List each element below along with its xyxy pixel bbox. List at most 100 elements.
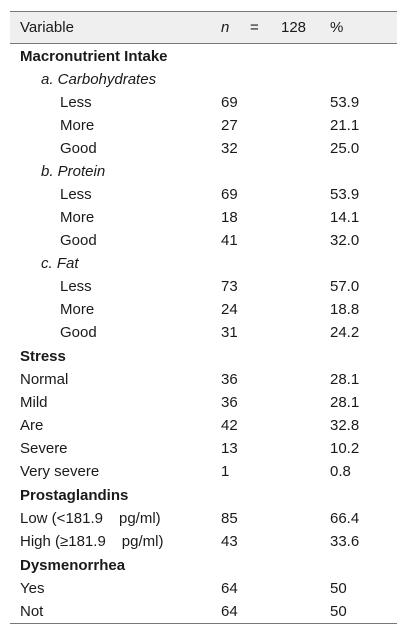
table-row: Good 41 32.0	[10, 229, 397, 252]
row-percent: 25.0	[330, 140, 360, 157]
row-n: 73	[221, 278, 238, 295]
row-label-text: More	[60, 117, 95, 134]
row-percent: 50	[330, 603, 347, 620]
table-row: Yes 64 50	[10, 577, 397, 600]
header-n: n = 128	[221, 19, 330, 36]
row-n: 85	[221, 510, 238, 527]
row-label: Good	[10, 324, 221, 341]
row-label-text: Dysmenorrhea	[20, 556, 126, 574]
row-percent: 0.8	[330, 463, 351, 480]
row-label: Less	[10, 278, 221, 295]
row-percent: 66.4	[330, 510, 360, 527]
row-percent: 32.0	[330, 232, 360, 249]
row-label: Are	[10, 417, 221, 434]
row-label-text: Prostaglandins	[20, 486, 129, 504]
row-label-text: Stress	[20, 347, 66, 365]
row-label-text: Good	[60, 232, 97, 249]
subgroup-row: a. Carbohydrates	[10, 68, 397, 91]
subgroup-row: b. Protein	[10, 160, 397, 183]
row-label-text: Less	[60, 278, 92, 295]
row-label: b. Protein	[10, 163, 221, 180]
row-percent: 14.1	[330, 209, 360, 226]
row-n: 64	[221, 580, 238, 597]
row-n: 64	[221, 603, 238, 620]
row-n: 36	[221, 371, 238, 388]
row-label-text: More	[60, 301, 95, 318]
row-label-text: Low (<181.9	[20, 510, 103, 527]
section-row: Prostaglandins	[10, 483, 397, 507]
section-row: Macronutrient Intake	[10, 44, 397, 68]
table-row: Not 64 50	[10, 600, 397, 623]
header-n-value: 128	[281, 19, 307, 36]
row-n: 41	[221, 232, 238, 249]
row-label-text: Good	[60, 140, 97, 157]
row-label-text: Macronutrient Intake	[20, 47, 168, 65]
row-percent: 50	[330, 580, 347, 597]
table-row: Good 31 24.2	[10, 321, 397, 344]
row-percent: 53.9	[330, 186, 360, 203]
row-percent: 28.1	[330, 394, 360, 411]
row-n: 27	[221, 117, 238, 134]
row-label: Less	[10, 186, 221, 203]
table-header: Variable n = 128 %	[10, 12, 397, 44]
row-unit: pg/ml)	[121, 533, 164, 550]
row-label-text: Less	[60, 94, 92, 111]
table-row: Are 42 32.8	[10, 414, 397, 437]
row-label-text: More	[60, 209, 95, 226]
row-label-text: a. Carbohydrates	[41, 71, 157, 88]
row-label: Prostaglandins	[10, 487, 221, 504]
table-row: Mild 36 28.1	[10, 391, 397, 414]
row-n: 36	[221, 394, 238, 411]
row-label: More	[10, 301, 221, 318]
row-label: Mild	[10, 394, 221, 411]
row-label-text: c. Fat	[41, 255, 79, 272]
row-n: 32	[221, 140, 238, 157]
row-n: 69	[221, 186, 238, 203]
row-label: Low (<181.9 pg/ml)	[10, 510, 221, 527]
table-row: Less 73 57.0	[10, 275, 397, 298]
row-label-text: Good	[60, 324, 97, 341]
row-label: Not	[10, 603, 221, 620]
row-n: 43	[221, 533, 238, 550]
row-label: Stress	[10, 348, 221, 365]
table-row: More 18 14.1	[10, 206, 397, 229]
row-label: Normal	[10, 371, 221, 388]
row-label: Yes	[10, 580, 221, 597]
table-row: Good 32 25.0	[10, 137, 397, 160]
data-table: Variable n = 128 % Macronutrient Intake a…	[10, 11, 397, 624]
row-percent: 57.0	[330, 278, 360, 295]
row-label: Good	[10, 232, 221, 249]
row-percent: 53.9	[330, 94, 360, 111]
row-percent: 10.2	[330, 440, 360, 457]
row-label-text: Mild	[20, 394, 48, 411]
row-n: 69	[221, 94, 238, 111]
table-row: Less 69 53.9	[10, 183, 397, 206]
table-row: Severe 13 10.2	[10, 437, 397, 460]
table-row: Normal 36 28.1	[10, 368, 397, 391]
table-row: Very severe 1 0.8	[10, 460, 397, 483]
section-row: Stress	[10, 344, 397, 368]
row-n: 42	[221, 417, 238, 434]
row-percent: 21.1	[330, 117, 360, 134]
subgroup-row: c. Fat	[10, 252, 397, 275]
row-label: c. Fat	[10, 255, 221, 272]
row-percent: 33.6	[330, 533, 360, 550]
row-label: Dysmenorrhea	[10, 557, 221, 574]
row-n: 18	[221, 209, 238, 226]
row-label: Less	[10, 94, 221, 111]
table-row: Low (<181.9 pg/ml) 85 66.4	[10, 507, 397, 530]
row-label: More	[10, 209, 221, 226]
row-label: Very severe	[10, 463, 221, 480]
header-n-symbol: n	[221, 19, 230, 36]
row-label: High (≥181.9 pg/ml)	[10, 533, 221, 550]
table-row: High (≥181.9 pg/ml) 43 33.6	[10, 530, 397, 553]
row-label: Good	[10, 140, 221, 157]
table-row: More 27 21.1	[10, 114, 397, 137]
row-n: 13	[221, 440, 238, 457]
row-label-text: Normal	[20, 371, 69, 388]
row-label-text: Are	[20, 417, 44, 434]
header-variable: Variable	[20, 19, 74, 36]
section-row: Dysmenorrhea	[10, 553, 397, 577]
row-label: More	[10, 117, 221, 134]
header-equals: =	[250, 19, 259, 36]
